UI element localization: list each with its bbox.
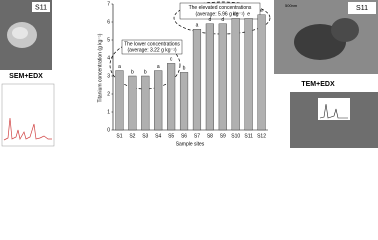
x-tick-label: S9 — [220, 133, 226, 139]
bar — [192, 29, 202, 131]
y-tick-label: 3 — [107, 73, 110, 79]
significance-letter: b — [144, 69, 147, 75]
y-tick-label: 5 — [107, 37, 110, 43]
annotation: (average: 5.96 g kg⁻¹) — [195, 11, 244, 17]
significance-letter: d — [221, 17, 224, 23]
bar — [231, 18, 240, 131]
annotation: The lower concentrations — [124, 41, 180, 47]
bar — [244, 18, 253, 131]
tem-particle — [331, 18, 359, 42]
annotation-box — [179, 2, 261, 20]
x-tick-label: S6 — [181, 133, 187, 139]
figure: S11 SEM+EDX The elevated concentrations … — [0, 0, 378, 148]
x-tick-label: S5 — [168, 133, 174, 139]
tem-site-box — [348, 2, 376, 14]
annotation: (average: 3.22 g kg⁻¹) — [127, 47, 176, 53]
bar — [205, 23, 214, 131]
significance-letter: a — [157, 64, 160, 70]
significance-letter: e — [247, 12, 250, 18]
bar — [257, 14, 266, 131]
significance-letter: a — [196, 23, 199, 29]
x-tick-label: S2 — [129, 133, 135, 139]
bar — [141, 75, 150, 131]
bar — [154, 70, 163, 131]
y-tick-label: 1 — [107, 109, 110, 115]
significance-letter: b — [183, 66, 186, 72]
significance-letter: d — [208, 17, 211, 23]
x-tick-label: S7 — [194, 133, 200, 139]
sem-site-box — [32, 2, 50, 12]
bar — [115, 70, 124, 131]
bar — [179, 72, 189, 131]
bar — [128, 75, 137, 131]
x-tick-label: S3 — [142, 133, 148, 139]
x-tick-label: S12 — [257, 133, 266, 139]
bar — [167, 63, 176, 131]
elevated-group — [173, 1, 271, 35]
y-tick-label: 6 — [107, 19, 110, 25]
significance-letter: de — [233, 12, 239, 18]
tem-label: TEM+EDX — [301, 81, 335, 88]
y-tick-label: 7 — [107, 1, 110, 7]
edx-spectrum — [1, 83, 55, 147]
tem-edx-trace — [319, 103, 348, 119]
annotation: The elevated concentrations — [189, 5, 252, 11]
x-tick-label: S8 — [207, 133, 213, 139]
sem-site: S11 — [35, 4, 47, 11]
x-axis-label: Sample sites — [176, 141, 205, 147]
x-tick-label: S4 — [155, 133, 161, 139]
significance-letter: c — [170, 57, 173, 63]
y-tick-label: 4 — [107, 55, 110, 61]
tem-edx-inset — [318, 98, 350, 120]
y-tick-label: 0 — [107, 127, 110, 133]
tem-site: S11 — [356, 5, 368, 12]
x-tick-label: S1 — [116, 133, 122, 139]
significance-letter: a — [118, 64, 121, 70]
bar — [218, 23, 227, 131]
edx-trace — [3, 117, 52, 141]
y-tick-label: 2 — [107, 91, 110, 97]
sem-label: SEM+EDX — [9, 73, 43, 80]
significance-letter: b — [131, 69, 134, 75]
y-axis-label: Titanium concentration (g kg⁻¹) — [97, 33, 103, 102]
x-tick-label: S11 — [244, 133, 253, 139]
annotation-box — [121, 39, 183, 55]
significance-letter: e — [260, 8, 263, 14]
sem-particle — [12, 27, 28, 39]
x-tick-label: S10 — [231, 133, 240, 139]
tem-scale: 500nm — [285, 3, 298, 8]
